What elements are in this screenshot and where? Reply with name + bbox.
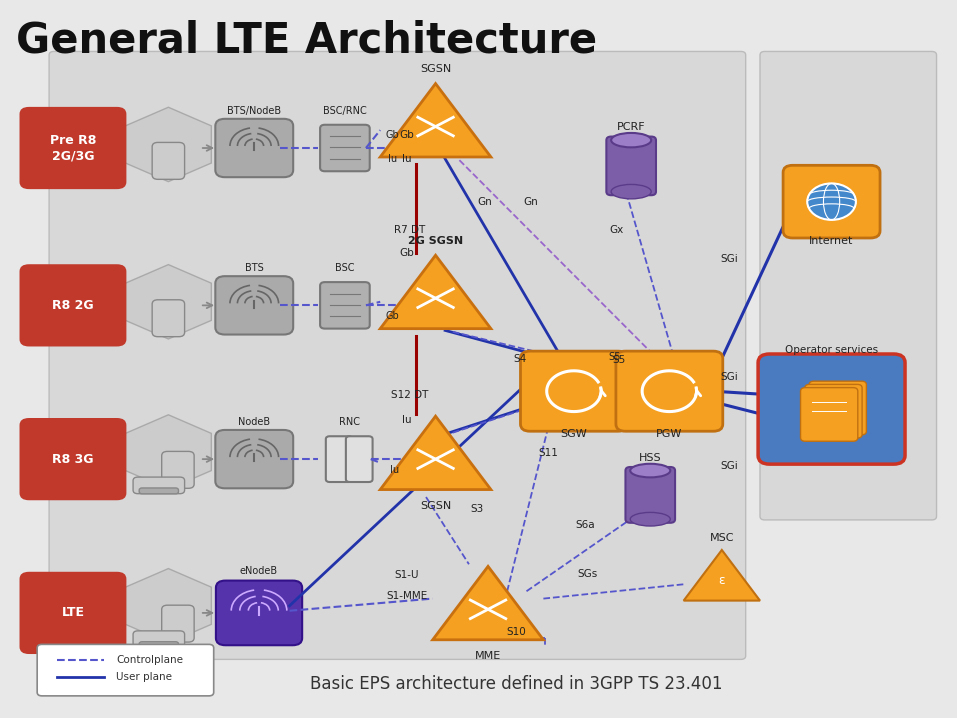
Text: User plane: User plane xyxy=(116,672,172,682)
Text: Gb: Gb xyxy=(386,130,399,140)
Text: Gb: Gb xyxy=(386,311,399,321)
FancyBboxPatch shape xyxy=(19,418,126,500)
Text: S5: S5 xyxy=(612,355,625,365)
Text: S1-MME: S1-MME xyxy=(387,592,428,602)
FancyBboxPatch shape xyxy=(325,437,352,482)
FancyBboxPatch shape xyxy=(760,52,937,520)
Text: LTE: LTE xyxy=(61,607,84,620)
Text: Basic EPS architecture defined in 3GPP TS 23.401: Basic EPS architecture defined in 3GPP T… xyxy=(310,676,723,694)
FancyBboxPatch shape xyxy=(216,581,302,645)
Text: Controlplane: Controlplane xyxy=(116,655,183,665)
Text: S4: S4 xyxy=(513,354,526,364)
Text: PGW: PGW xyxy=(657,429,682,439)
FancyBboxPatch shape xyxy=(19,572,126,654)
Text: SGs: SGs xyxy=(577,569,597,579)
Text: SGi: SGi xyxy=(721,461,739,471)
Text: SGi: SGi xyxy=(721,372,739,382)
Text: BTS/NodeB: BTS/NodeB xyxy=(227,106,281,116)
Text: BTS: BTS xyxy=(245,264,263,273)
FancyBboxPatch shape xyxy=(152,300,185,337)
Polygon shape xyxy=(125,265,211,339)
FancyBboxPatch shape xyxy=(162,605,194,642)
Text: R8 2G: R8 2G xyxy=(52,299,94,312)
Text: SGi: SGi xyxy=(721,254,739,264)
FancyBboxPatch shape xyxy=(783,165,880,238)
FancyBboxPatch shape xyxy=(139,488,179,494)
Ellipse shape xyxy=(631,513,670,526)
Text: R7 DT: R7 DT xyxy=(394,225,426,236)
FancyBboxPatch shape xyxy=(801,388,857,442)
Text: Iu: Iu xyxy=(402,154,412,164)
Text: SGSN: SGSN xyxy=(420,65,451,75)
FancyBboxPatch shape xyxy=(320,125,369,172)
Polygon shape xyxy=(125,569,211,643)
Text: Iu: Iu xyxy=(388,154,397,164)
Text: HSS: HSS xyxy=(639,453,661,462)
Text: 2G SGSN: 2G SGSN xyxy=(408,236,463,246)
Text: Iu: Iu xyxy=(389,465,399,475)
FancyBboxPatch shape xyxy=(19,264,126,347)
Text: Gx: Gx xyxy=(610,225,624,236)
Polygon shape xyxy=(125,415,211,489)
Text: RNC: RNC xyxy=(339,417,360,427)
Text: S3: S3 xyxy=(470,504,483,514)
Text: eNodeB: eNodeB xyxy=(240,567,278,577)
Text: S11: S11 xyxy=(538,449,558,458)
FancyBboxPatch shape xyxy=(320,282,369,329)
Text: MSC: MSC xyxy=(709,533,734,543)
Text: Gb: Gb xyxy=(400,248,414,258)
FancyBboxPatch shape xyxy=(616,351,723,432)
FancyBboxPatch shape xyxy=(19,107,126,189)
FancyBboxPatch shape xyxy=(37,644,213,696)
Text: NodeB: NodeB xyxy=(238,417,270,427)
FancyBboxPatch shape xyxy=(133,631,185,648)
Polygon shape xyxy=(380,83,491,157)
Text: S5: S5 xyxy=(609,352,621,362)
Polygon shape xyxy=(380,255,491,329)
FancyBboxPatch shape xyxy=(215,118,293,177)
Ellipse shape xyxy=(612,185,651,199)
Text: Gb: Gb xyxy=(400,130,414,140)
Text: SGW: SGW xyxy=(561,429,588,439)
FancyBboxPatch shape xyxy=(758,354,905,464)
FancyBboxPatch shape xyxy=(805,384,862,438)
Text: BSC/RNC: BSC/RNC xyxy=(323,106,367,116)
Text: S12 DT: S12 DT xyxy=(391,390,429,400)
FancyBboxPatch shape xyxy=(133,477,185,494)
Ellipse shape xyxy=(631,464,670,477)
Text: Iu: Iu xyxy=(402,415,412,425)
Text: SGSN: SGSN xyxy=(420,500,451,510)
Text: MME: MME xyxy=(475,651,501,661)
Text: Internet: Internet xyxy=(810,236,854,246)
Text: Gn: Gn xyxy=(523,197,539,207)
Circle shape xyxy=(808,183,856,220)
FancyBboxPatch shape xyxy=(215,430,293,488)
FancyBboxPatch shape xyxy=(607,136,656,195)
Text: Operator services: Operator services xyxy=(785,345,879,355)
Polygon shape xyxy=(380,416,491,490)
Text: ε: ε xyxy=(719,574,725,587)
FancyBboxPatch shape xyxy=(215,276,293,335)
FancyBboxPatch shape xyxy=(345,437,372,482)
Ellipse shape xyxy=(612,133,651,147)
Text: General LTE Architecture: General LTE Architecture xyxy=(15,19,597,61)
Text: Pre R8
2G/3G: Pre R8 2G/3G xyxy=(50,134,96,162)
Text: S1-U: S1-U xyxy=(394,570,419,580)
FancyBboxPatch shape xyxy=(626,467,675,523)
Polygon shape xyxy=(125,107,211,182)
Text: Gn: Gn xyxy=(478,197,493,207)
Polygon shape xyxy=(433,567,544,640)
FancyBboxPatch shape xyxy=(162,452,194,488)
Text: S10: S10 xyxy=(507,628,526,637)
Text: BSC: BSC xyxy=(335,264,355,273)
Text: PCRF: PCRF xyxy=(617,121,645,131)
Polygon shape xyxy=(683,550,760,600)
FancyBboxPatch shape xyxy=(139,642,179,648)
FancyBboxPatch shape xyxy=(521,351,628,432)
Text: R8 3G: R8 3G xyxy=(53,452,94,466)
FancyBboxPatch shape xyxy=(152,142,185,180)
FancyBboxPatch shape xyxy=(809,381,866,435)
Text: S6a: S6a xyxy=(575,520,595,530)
FancyBboxPatch shape xyxy=(49,52,746,659)
